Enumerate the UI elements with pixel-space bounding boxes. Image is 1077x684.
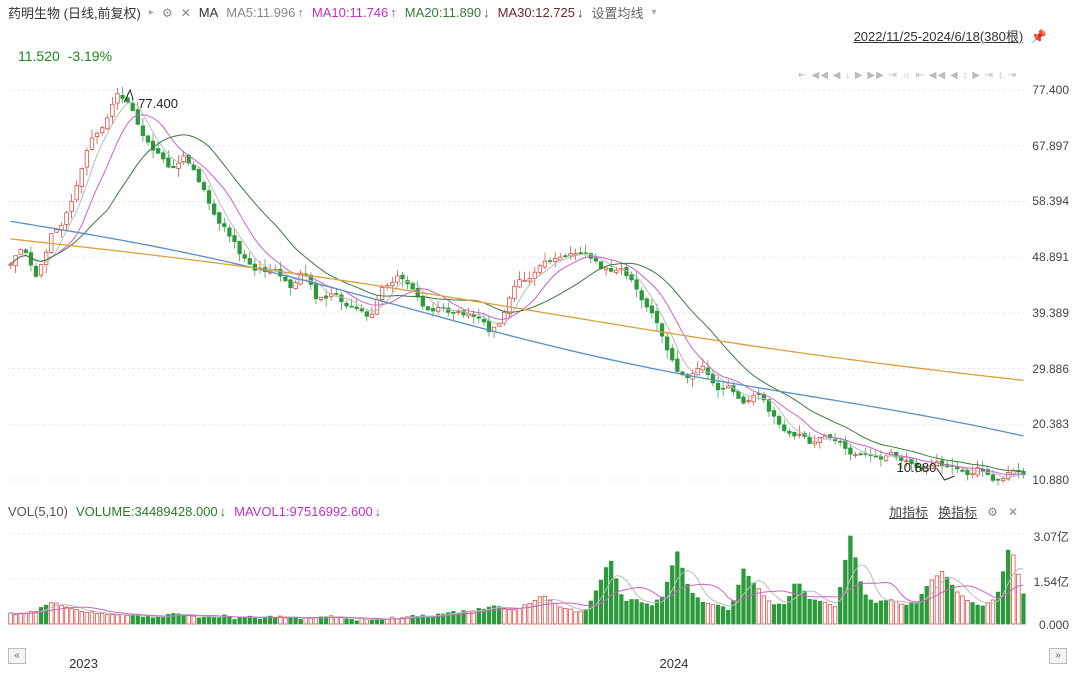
- gear-icon[interactable]: ⚙: [162, 6, 173, 20]
- mavol-value: MAVOL1:97516992.600: [234, 504, 381, 519]
- chart-header: 药明生物 (日线,前复权) ▸ ⚙ ✕ MA MA5:11.996 MA10:1…: [0, 0, 1077, 26]
- volume-y-axis: 3.07亿1.54亿0.000: [1025, 524, 1073, 634]
- date-range[interactable]: 2022/11/25-2024/6/18(380根): [854, 29, 1024, 44]
- price-summary: 11.520 -3.19%: [18, 48, 112, 64]
- ma20-value: MA20:11.890: [405, 5, 490, 20]
- volume-header: VOL(5,10) VOLUME:34489428.000 MAVOL1:975…: [8, 502, 1018, 521]
- vol-label: VOL(5,10): [8, 504, 68, 519]
- ma30-value: MA30:12.725: [498, 5, 584, 20]
- vol-close-icon[interactable]: ✕: [1008, 505, 1018, 519]
- vol-gear-icon[interactable]: ⚙: [987, 505, 998, 519]
- ma-label: MA: [199, 5, 219, 20]
- time-axis: 2023 2024: [8, 640, 1068, 680]
- close-icon[interactable]: ✕: [181, 6, 191, 20]
- stock-name[interactable]: 药明生物 (日线,前复权): [8, 3, 141, 22]
- ma5-value: MA5:11.996: [226, 5, 304, 20]
- scroll-left-button[interactable]: «: [8, 648, 26, 664]
- price-y-axis: 77.40067.89758.39448.89139.38929.88620.3…: [1025, 80, 1073, 490]
- chevron-right-icon: ▸: [149, 7, 154, 18]
- set-ma-link[interactable]: 设置均线: [591, 3, 643, 22]
- volume-tools: 加指标 换指标 ⚙ ✕: [889, 502, 1018, 521]
- scroll-right-button[interactable]: »: [1049, 648, 1067, 664]
- date-range-bar: 2022/11/25-2024/6/18(380根) 📌: [854, 26, 1047, 45]
- pin-icon[interactable]: 📌: [1031, 29, 1047, 44]
- volume-value: VOLUME:34489428.000: [76, 504, 226, 519]
- volume-chart-svg: [8, 524, 1026, 634]
- chevron-down-icon[interactable]: ▾: [652, 7, 657, 18]
- volume-chart[interactable]: [8, 524, 1026, 634]
- ma10-value: MA10:11.746: [312, 5, 397, 20]
- time-axis-label: 2023: [69, 656, 98, 671]
- low-label: 10.880: [897, 460, 937, 475]
- time-axis-label: 2024: [660, 656, 689, 671]
- swap-indicator-link[interactable]: 换指标: [938, 502, 977, 521]
- add-indicator-link[interactable]: 加指标: [889, 502, 928, 521]
- price-chart[interactable]: 77.400 10.880: [8, 80, 1026, 490]
- change-percent: -3.19%: [68, 48, 112, 64]
- peak-label: 77.400: [138, 96, 178, 111]
- price-chart-svg: [8, 80, 1026, 490]
- last-price: 11.520: [18, 48, 60, 64]
